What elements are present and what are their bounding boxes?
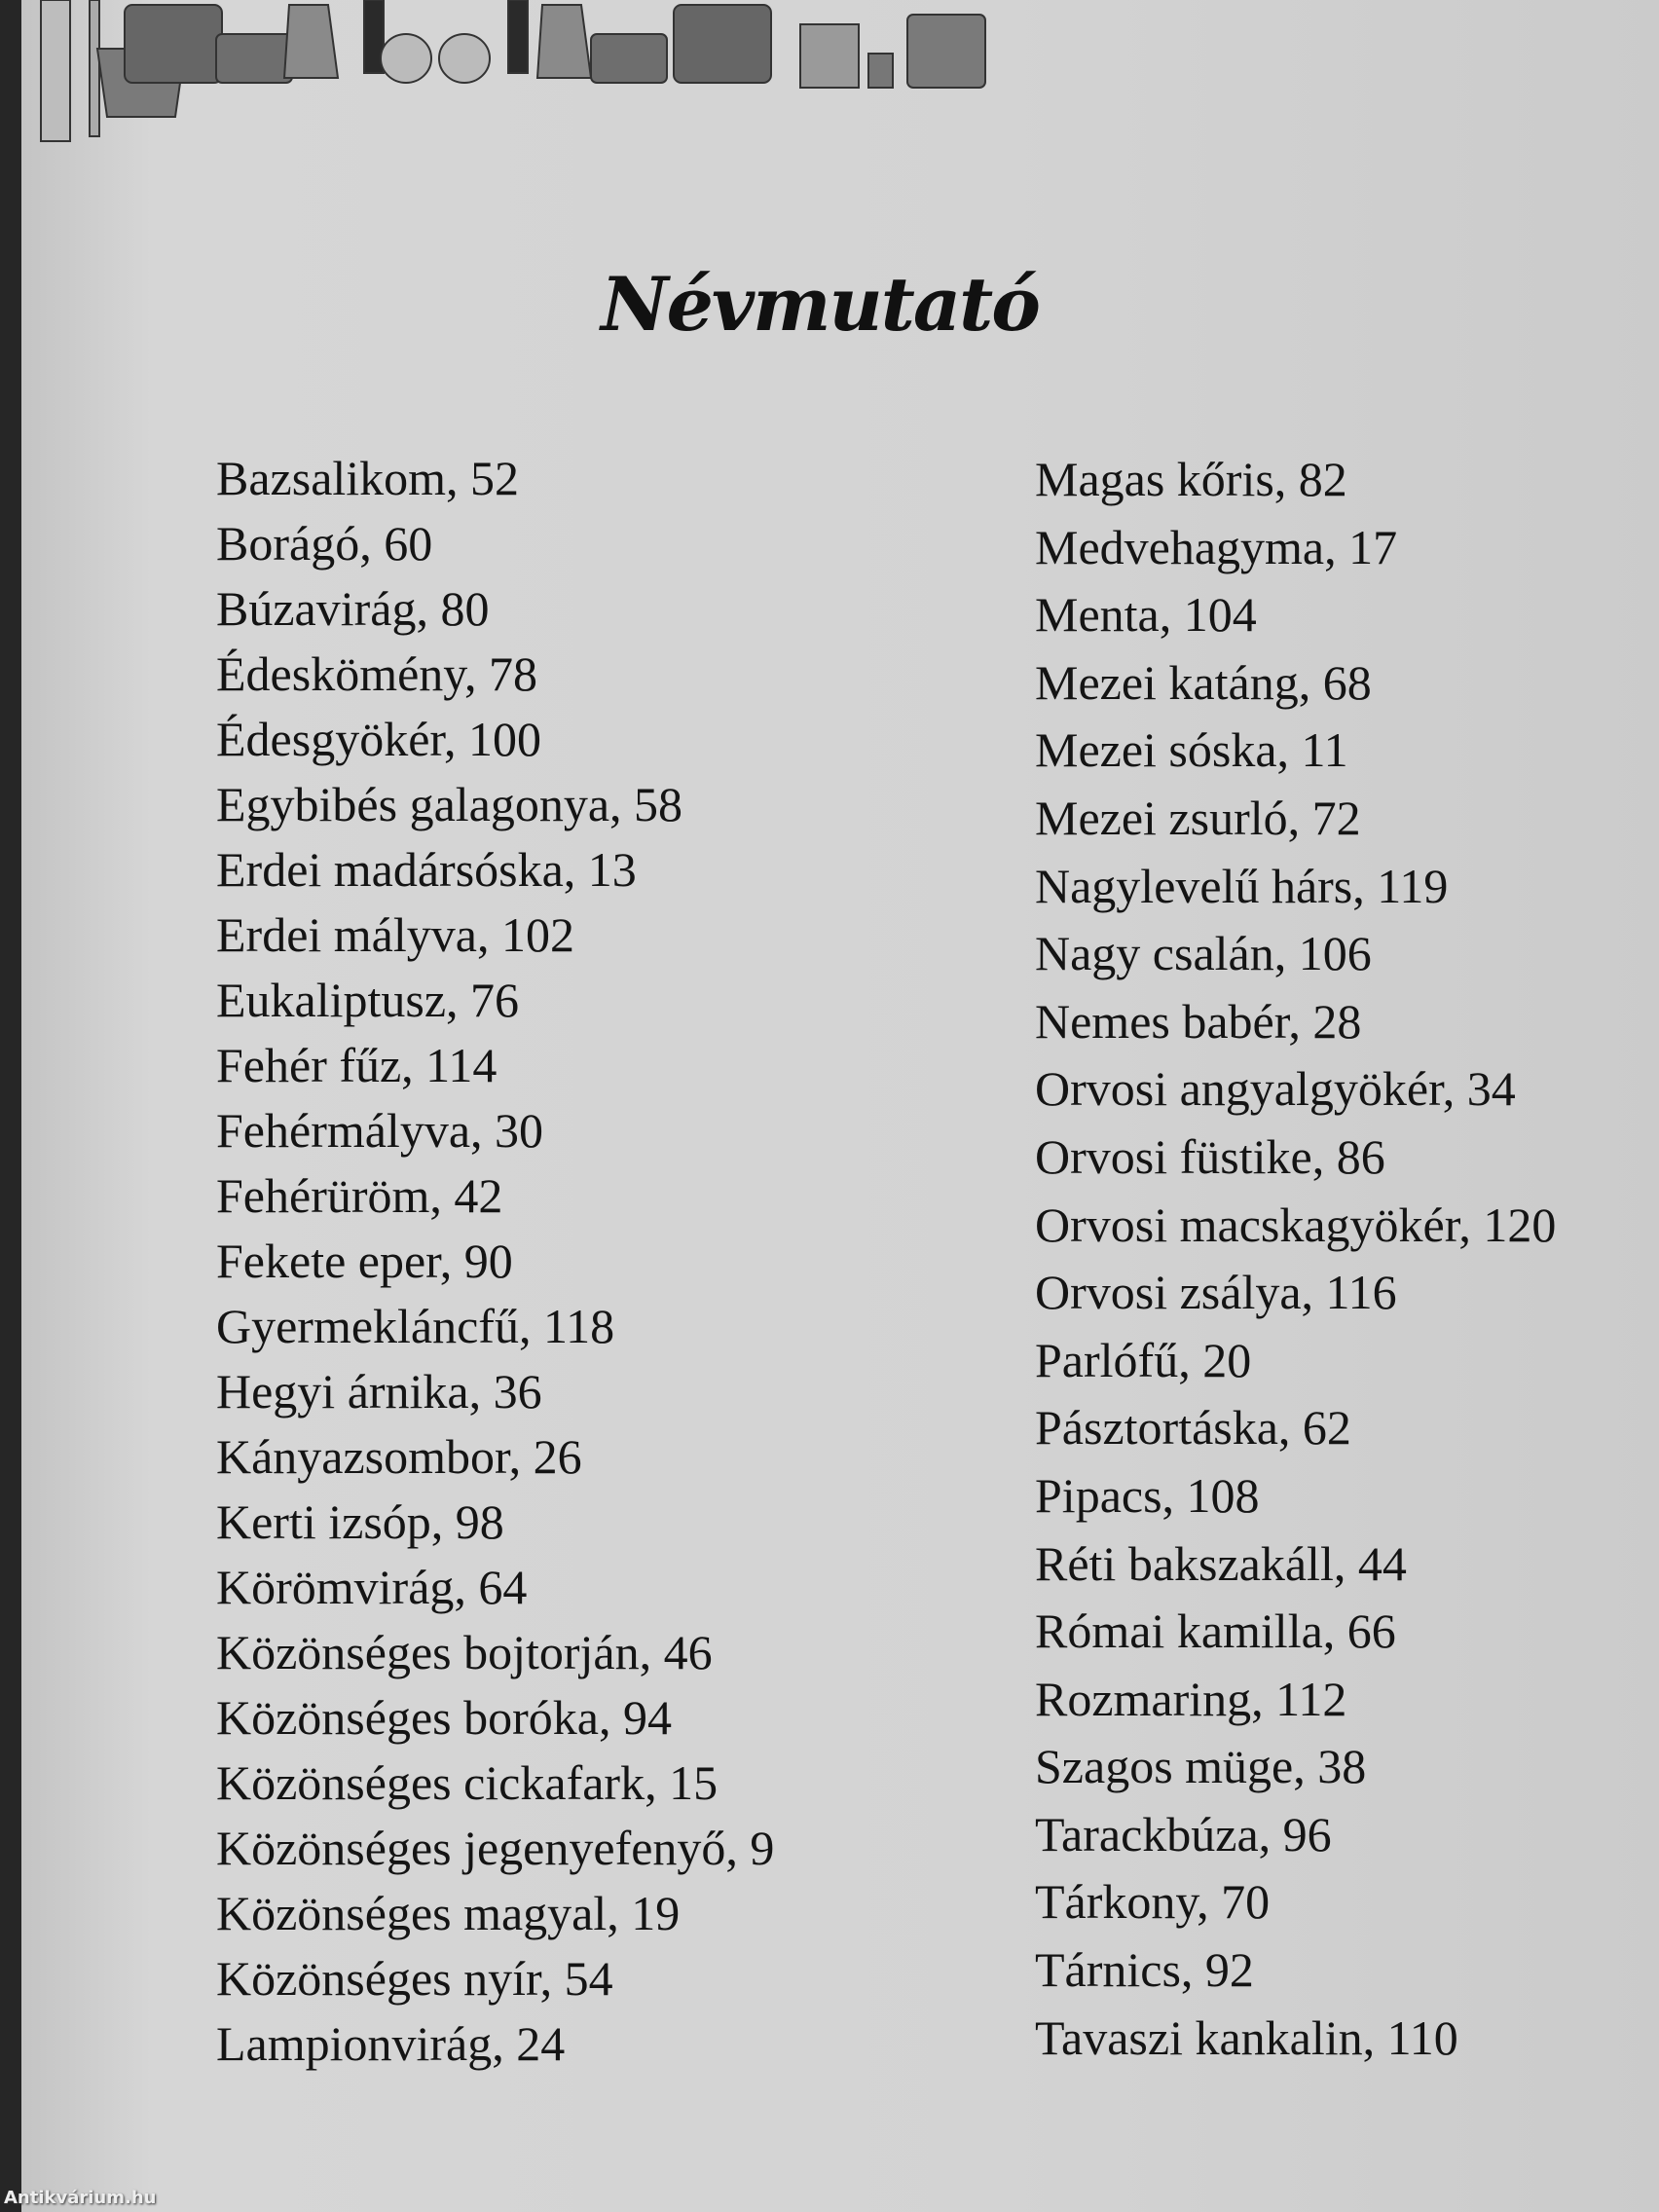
index-entry: Mezei zsurló, 72 xyxy=(1035,790,1361,845)
index-entry: Orvosi angyalgyökér, 34 xyxy=(1035,1061,1516,1117)
index-entry: Kerti izsóp, 98 xyxy=(216,1494,504,1549)
index-entry: Búzavirág, 80 xyxy=(216,581,490,636)
index-entry: Gyermekláncfű, 118 xyxy=(216,1299,615,1353)
index-entry: Közönséges magyal, 19 xyxy=(216,1886,681,1940)
index-entry: Közönséges jegenyefenyő, 9 xyxy=(216,1821,775,1875)
index-entry: Fekete eper, 90 xyxy=(216,1234,513,1288)
index-entry: Édesgyökér, 100 xyxy=(216,712,542,766)
index-entry: Nagylevelű hárs, 119 xyxy=(1035,858,1449,913)
index-entry: Körömvirág, 64 xyxy=(216,1560,528,1614)
index-entry: Római kamilla, 66 xyxy=(1035,1604,1396,1659)
index-entry: Parlófű, 20 xyxy=(1035,1332,1252,1387)
index-entry: Kányazsombor, 26 xyxy=(216,1429,582,1484)
index-entry: Fehér fűz, 114 xyxy=(216,1038,498,1092)
index-entry: Réti bakszakáll, 44 xyxy=(1035,1535,1407,1591)
index-entry: Közönséges nyír, 54 xyxy=(216,1951,613,2006)
index-entry: Erdei mályva, 102 xyxy=(216,907,574,962)
index-entry: Pásztortáska, 62 xyxy=(1035,1400,1351,1456)
index-entry: Fehérmályva, 30 xyxy=(216,1103,544,1158)
page-title: Névmutató xyxy=(601,261,1041,348)
index-entry: Közönséges cickafark, 15 xyxy=(216,1755,719,1810)
index-entry: Mezei sóska, 11 xyxy=(1035,722,1348,778)
index-entry: Tarackbúza, 96 xyxy=(1035,1806,1332,1862)
index-entry: Orvosi macskagyökér, 120 xyxy=(1035,1197,1557,1252)
index-entry: Lampionvirág, 24 xyxy=(216,2016,566,2071)
index-column-left: Bazsalikom, 52 Borágó, 60 Búzavirág, 80 Éde… xyxy=(216,446,774,2077)
index-entry: Medvehagyma, 17 xyxy=(1035,519,1398,574)
index-entry: Szagos müge, 38 xyxy=(1035,1739,1367,1794)
index-entry: Tárkony, 70 xyxy=(1035,1874,1271,1930)
index-entry: Bazsalikom, 52 xyxy=(216,451,520,505)
index-entry: Pipacs, 108 xyxy=(1035,1467,1260,1523)
index-entry: Orvosi füstike, 86 xyxy=(1035,1128,1385,1184)
book-page xyxy=(21,0,1659,2212)
index-entry: Közönséges bojtorján, 46 xyxy=(216,1625,713,1679)
index-entry: Tavaszi kankalin, 110 xyxy=(1035,2009,1458,2065)
index-entry: Közönséges boróka, 94 xyxy=(216,1690,672,1745)
index-entry: Édeskömény, 78 xyxy=(216,646,538,701)
index-entry: Erdei madársóska, 13 xyxy=(216,842,637,897)
index-column-right: Magas kőris, 82 Medvehagyma, 17 Menta, 104… xyxy=(1035,446,1556,2072)
index-entry: Orvosi zsálya, 116 xyxy=(1035,1265,1397,1320)
index-entry: Borágó, 60 xyxy=(216,516,433,571)
watermark: Antikvárium.hu xyxy=(4,2188,157,2208)
index-entry: Rozmaring, 112 xyxy=(1035,1671,1347,1726)
index-entry: Magas kőris, 82 xyxy=(1035,452,1347,506)
index-entry: Hegyi árnika, 36 xyxy=(216,1364,542,1419)
index-entry: Tárnics, 92 xyxy=(1035,1942,1254,1998)
book-spine-edge xyxy=(0,0,21,2212)
index-entry: Nagy csalán, 106 xyxy=(1035,926,1372,981)
index-entry: Fehérüröm, 42 xyxy=(216,1168,503,1223)
potted-plants-illustration xyxy=(40,0,986,142)
index-entry: Mezei katáng, 68 xyxy=(1035,654,1372,710)
index-entry: Egybibés galagonya, 58 xyxy=(216,777,683,831)
index-entry: Menta, 104 xyxy=(1035,587,1257,643)
index-entry: Eukaliptusz, 76 xyxy=(216,973,520,1027)
index-entry: Nemes babér, 28 xyxy=(1035,993,1362,1049)
